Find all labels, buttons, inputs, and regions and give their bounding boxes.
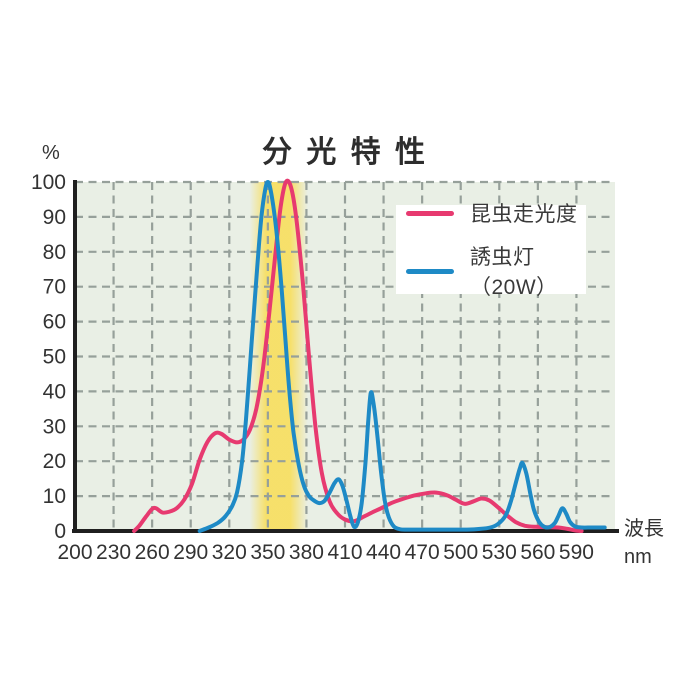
x-tick-label-470: 470: [405, 541, 440, 564]
x-tick-label-410: 410: [327, 541, 362, 564]
x-tick-label-590: 590: [559, 541, 594, 564]
legend: 昆虫走光度 誘虫灯（20W）: [396, 203, 586, 299]
legend-swatch-insect-phototaxis: [406, 210, 454, 216]
y-tick-label-20: 20: [43, 450, 66, 473]
y-tick-label-60: 60: [43, 311, 66, 334]
y-tick-label-40: 40: [43, 380, 66, 403]
x-tick-label-380: 380: [289, 541, 324, 564]
y-tick-label-10: 10: [43, 485, 66, 508]
y-axis-unit-label: %: [42, 142, 60, 164]
x-tick-label-560: 560: [520, 541, 555, 564]
x-tick-label-530: 530: [482, 541, 517, 564]
x-tick-label-290: 290: [173, 541, 208, 564]
x-tick-label-440: 440: [366, 541, 401, 564]
legend-item-insect-phototaxis: 昆虫走光度: [406, 198, 586, 228]
series-insect-phototaxis-curve: [132, 178, 584, 533]
x-axis-unit-nm: nm: [624, 546, 652, 568]
y-tick-label-90: 90: [43, 206, 66, 229]
y-tick-label-0: 0: [54, 520, 66, 543]
x-axis-unit-label: 波長 nm: [624, 515, 664, 571]
legend-label-insect-phototaxis: 昆虫走光度: [470, 203, 578, 226]
x-tick-label-350: 350: [250, 541, 285, 564]
legend-item-attract-lamp: 誘虫灯（20W）: [406, 241, 586, 301]
y-tick-label-80: 80: [43, 241, 66, 264]
x-tick-label-230: 230: [96, 541, 131, 564]
series-attract-lamp-curve: [197, 180, 607, 533]
x-tick-label-260: 260: [135, 541, 170, 564]
legend-label-attract-lamp: 誘虫灯（20W）: [470, 246, 558, 299]
x-tick-label-500: 500: [443, 541, 478, 564]
legend-swatch-attract-lamp: [406, 268, 454, 274]
y-tick-label-100: 100: [31, 171, 66, 194]
x-tick-label-200: 200: [57, 541, 92, 564]
y-tick-label-30: 30: [43, 415, 66, 438]
x-tick-label-320: 320: [212, 541, 247, 564]
y-tick-label-50: 50: [43, 346, 66, 369]
x-axis-unit-wavelength: 波長: [624, 518, 664, 540]
page-title: 分 光 特 性: [261, 136, 428, 169]
y-tick-label-70: 70: [43, 276, 66, 299]
